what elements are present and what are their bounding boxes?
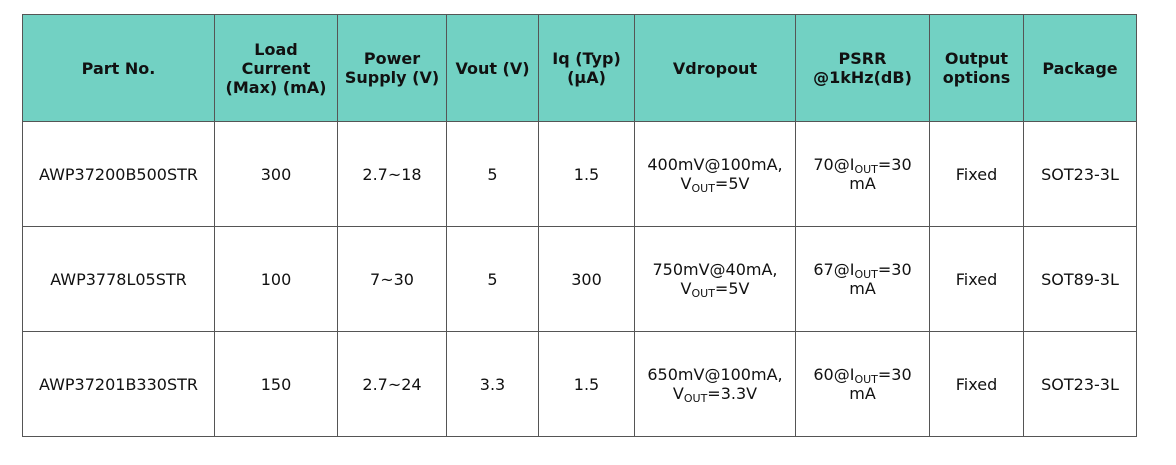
text-part: 70@I xyxy=(813,155,855,174)
table-cell: Fixed xyxy=(929,226,1024,332)
subscript: OUT xyxy=(683,392,708,405)
cell-line: VOUT=5V xyxy=(641,174,789,195)
cell-line: VOUT=5V xyxy=(641,279,789,300)
table-cell: 2.7~18 xyxy=(337,121,447,227)
header-cell: PSRR @1kHz(dB) xyxy=(795,14,930,122)
table-cell: AWP3778L05STR xyxy=(22,226,215,332)
text-part: 400mV@100mA, xyxy=(647,155,783,174)
text-part: mA xyxy=(849,279,876,298)
subscript: OUT xyxy=(854,268,878,281)
cell-line: 400mV@100mA, xyxy=(641,155,789,174)
subscript: OUT xyxy=(854,373,878,386)
table-cell: SOT23-3L xyxy=(1023,331,1137,437)
header-cell: Power Supply (V) xyxy=(337,14,447,122)
header-cell: Load Current (Max) (mA) xyxy=(214,14,338,122)
subscript: OUT xyxy=(691,182,715,195)
cell-line: 750mV@40mA, xyxy=(641,260,789,279)
header-cell: Iq (Typ) (μA) xyxy=(538,14,635,122)
header-cell: Part No. xyxy=(22,14,215,122)
table-cell: 650mV@100mA, VOUT=3.3V xyxy=(634,331,796,437)
cell-line: mA xyxy=(802,384,923,403)
cell-line: 650mV@100mA, xyxy=(641,365,789,384)
table-cell: 2.7~24 xyxy=(337,331,447,437)
table-cell: 1.5 xyxy=(538,331,635,437)
text-part: =5V xyxy=(714,279,750,298)
cell-line: 60@IOUT=30 xyxy=(802,365,923,386)
cell-line: 67@IOUT=30 xyxy=(802,260,923,281)
text-part: V xyxy=(680,279,692,298)
table-row: AWP3778L05STR 100 7~30 5 300 750mV@40mA, VOUT=… xyxy=(22,226,1137,332)
header-cell: Output options xyxy=(929,14,1024,122)
text-part: mA xyxy=(849,384,876,403)
table-cell: Fixed xyxy=(929,331,1024,437)
table-cell: 70@IOUT=30 mA xyxy=(795,121,930,227)
header-cell: Vout (V) xyxy=(446,14,539,122)
table-row: AWP37201B330STR 150 2.7~24 3.3 1.5 650mV@100m… xyxy=(22,331,1137,437)
text-part: V xyxy=(680,174,692,193)
table-cell: 5 xyxy=(446,121,539,227)
text-part: =30 xyxy=(877,365,912,384)
table-cell: 400mV@100mA, VOUT=5V xyxy=(634,121,796,227)
subscript: OUT xyxy=(691,287,715,300)
text-part: =3.3V xyxy=(707,384,758,403)
cell-line: VOUT=3.3V xyxy=(641,384,789,405)
text-part: 67@I xyxy=(813,260,855,279)
header-cell: Vdropout xyxy=(634,14,796,122)
table-cell: AWP37201B330STR xyxy=(22,331,215,437)
table-cell: SOT23-3L xyxy=(1023,121,1137,227)
table-cell: 7~30 xyxy=(337,226,447,332)
text-part: 650mV@100mA, xyxy=(647,365,783,384)
table-cell: Fixed xyxy=(929,121,1024,227)
table-cell: 750mV@40mA, VOUT=5V xyxy=(634,226,796,332)
text-part: 60@I xyxy=(813,365,855,384)
table-cell: 300 xyxy=(214,121,338,227)
text-part: =30 xyxy=(877,155,912,174)
text-part: =5V xyxy=(714,174,750,193)
table-cell: 67@IOUT=30 mA xyxy=(795,226,930,332)
table-body: AWP37200B500STR 300 2.7~18 5 1.5 400mV@100mA,… xyxy=(22,121,1137,437)
cell-line: mA xyxy=(802,174,923,193)
table-cell: 1.5 xyxy=(538,121,635,227)
table-cell: AWP37200B500STR xyxy=(22,121,215,227)
table-cell: SOT89-3L xyxy=(1023,226,1137,332)
subscript: OUT xyxy=(854,163,878,176)
table-cell: 60@IOUT=30 mA xyxy=(795,331,930,437)
table-cell: 150 xyxy=(214,331,338,437)
text-part: =30 xyxy=(877,260,912,279)
table-cell: 5 xyxy=(446,226,539,332)
table-cell: 100 xyxy=(214,226,338,332)
text-part: 750mV@40mA, xyxy=(652,260,778,279)
cell-line: 70@IOUT=30 xyxy=(802,155,923,176)
header-row: Part No. Load Current (Max) (mA) Power Sup… xyxy=(22,14,1137,122)
header-cell: Package xyxy=(1023,14,1137,122)
text-part: V xyxy=(672,384,684,403)
table-cell: 300 xyxy=(538,226,635,332)
text-part: mA xyxy=(849,174,876,193)
cell-line: mA xyxy=(802,279,923,298)
table-cell: 3.3 xyxy=(446,331,539,437)
spec-table: Part No. Load Current (Max) (mA) Power Sup… xyxy=(22,14,1137,437)
table-row: AWP37200B500STR 300 2.7~18 5 1.5 400mV@100mA,… xyxy=(22,121,1137,227)
